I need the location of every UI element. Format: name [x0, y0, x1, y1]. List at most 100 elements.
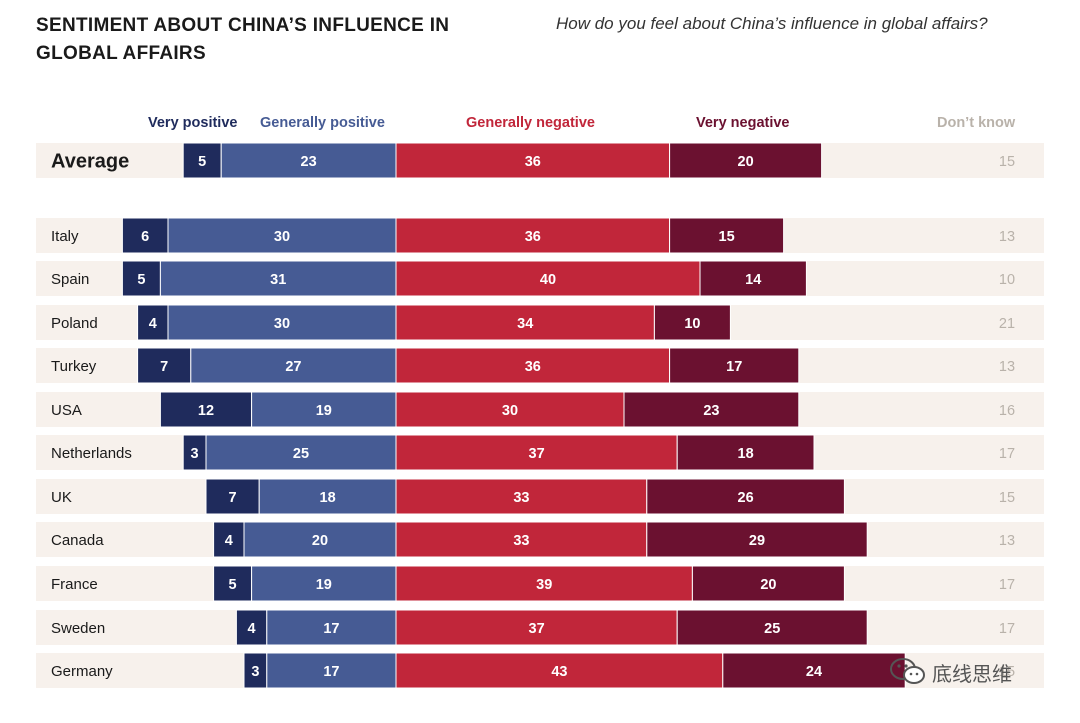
- bar-very-negative: [646, 521, 868, 558]
- category-label: Spain: [51, 271, 89, 288]
- bar-very-positive: [137, 347, 192, 384]
- data-label-dont-know: 15: [999, 664, 1015, 680]
- legend-dont-know: Don’t know: [937, 115, 1016, 131]
- legend-generally-positive: Generally positive: [260, 115, 385, 131]
- data-label-generally-negative: 36: [525, 154, 541, 170]
- bar-generally-negative: [395, 565, 693, 602]
- category-label: UK: [51, 489, 72, 506]
- category-label: France: [51, 576, 98, 593]
- data-label-very-positive: 4: [248, 621, 256, 637]
- data-label-very-positive: 3: [191, 446, 199, 462]
- category-label: Poland: [51, 315, 98, 332]
- bar-very-positive: [235, 609, 268, 646]
- data-label-dont-know: 17: [999, 577, 1015, 593]
- data-label-very-negative: 24: [806, 664, 822, 680]
- category-label: Netherlands: [51, 445, 132, 462]
- data-label-very-negative: 26: [738, 490, 754, 506]
- bar-generally-positive: [251, 565, 397, 602]
- watermark-text: 底线思维: [932, 661, 1012, 686]
- data-label-dont-know: 15: [999, 154, 1015, 170]
- bar-generally-negative: [395, 217, 671, 254]
- data-label-generally-positive: 18: [320, 490, 336, 506]
- data-label-very-negative: 10: [684, 316, 700, 332]
- data-label-very-negative: 18: [738, 446, 754, 462]
- data-label-generally-positive: 30: [274, 229, 290, 245]
- data-label-very-positive: 3: [251, 664, 259, 680]
- data-label-very-negative: 25: [764, 621, 780, 637]
- data-label-dont-know: 13: [999, 359, 1015, 375]
- data-label-generally-positive: 19: [316, 403, 332, 419]
- data-label-generally-negative: 36: [525, 229, 541, 245]
- bar-generally-negative: [395, 304, 655, 341]
- data-label-very-positive: 6: [141, 229, 149, 245]
- data-label-dont-know: 21: [999, 316, 1015, 332]
- data-label-very-negative: 15: [719, 229, 735, 245]
- data-label-generally-positive: 23: [301, 154, 317, 170]
- bar-generally-negative: [395, 260, 701, 297]
- data-label-very-positive: 7: [160, 359, 168, 375]
- legend-very-negative: Very negative: [696, 115, 790, 131]
- bar-very-negative: [669, 347, 800, 384]
- category-label: Germany: [51, 663, 113, 680]
- data-label-dont-know: 13: [999, 229, 1015, 245]
- data-label-generally-negative: 37: [529, 446, 545, 462]
- legend-generally-negative: Generally negative: [466, 115, 595, 131]
- data-label-very-negative: 23: [703, 403, 719, 419]
- legend-very-positive: Very positive: [148, 115, 238, 131]
- bar-very-negative: [646, 478, 845, 515]
- data-label-very-negative: 29: [749, 533, 765, 549]
- data-label-generally-positive: 19: [316, 577, 332, 593]
- data-label-very-positive: 5: [137, 272, 145, 288]
- chart-title: SENTIMENT ABOUT CHINA’S INFLUENCE IN GLO…: [36, 15, 450, 64]
- bar-very-negative: [699, 260, 807, 297]
- bar-very-negative: [669, 142, 823, 179]
- bar-generally-positive: [266, 652, 397, 689]
- data-label-generally-positive: 30: [274, 316, 290, 332]
- category-label: Average: [51, 151, 129, 173]
- bar-very-positive: [182, 142, 222, 179]
- bar-generally-negative: [395, 478, 648, 515]
- category-label: Turkey: [51, 358, 97, 375]
- data-label-generally-negative: 37: [529, 621, 545, 637]
- bar-very-positive: [205, 478, 260, 515]
- bar-very-positive: [159, 391, 253, 428]
- bar-very-negative: [653, 304, 731, 341]
- data-label-very-positive: 12: [198, 403, 214, 419]
- category-label: Canada: [51, 532, 104, 549]
- data-label-very-positive: 5: [229, 577, 237, 593]
- data-label-dont-know: 15: [999, 490, 1015, 506]
- data-label-generally-positive: 27: [285, 359, 301, 375]
- data-label-very-negative: 20: [738, 154, 754, 170]
- bar-very-negative: [676, 609, 868, 646]
- bar-generally-positive: [167, 304, 397, 341]
- bar-very-negative: [623, 391, 800, 428]
- data-label-generally-positive: 20: [312, 533, 328, 549]
- bar-generally-negative: [395, 434, 678, 471]
- data-label-generally-negative: 36: [525, 359, 541, 375]
- category-label: USA: [51, 402, 82, 419]
- bar-very-negative: [691, 565, 845, 602]
- data-label-very-positive: 4: [149, 316, 157, 332]
- data-label-generally-negative: 43: [551, 664, 567, 680]
- bar-generally-positive: [205, 434, 397, 471]
- bar-generally-positive: [167, 217, 397, 254]
- data-label-very-negative: 17: [726, 359, 742, 375]
- bar-generally-negative: [395, 142, 671, 179]
- bar-generally-positive: [220, 142, 397, 179]
- data-label-generally-negative: 40: [540, 272, 556, 288]
- data-label-very-negative: 14: [745, 272, 761, 288]
- data-label-dont-know: 16: [999, 403, 1015, 419]
- data-label-generally-negative: 34: [517, 316, 533, 332]
- bar-generally-positive: [266, 609, 397, 646]
- data-label-generally-negative: 33: [513, 490, 529, 506]
- bar-very-positive: [213, 521, 245, 558]
- data-label-generally-positive: 17: [323, 664, 339, 680]
- data-label-very-positive: 7: [229, 490, 237, 506]
- bar-generally-negative: [395, 609, 678, 646]
- data-label-generally-positive: 25: [293, 446, 309, 462]
- bar-generally-positive: [251, 391, 397, 428]
- data-label-dont-know: 17: [999, 446, 1015, 462]
- category-label: Italy: [51, 228, 79, 245]
- data-label-dont-know: 10: [999, 272, 1015, 288]
